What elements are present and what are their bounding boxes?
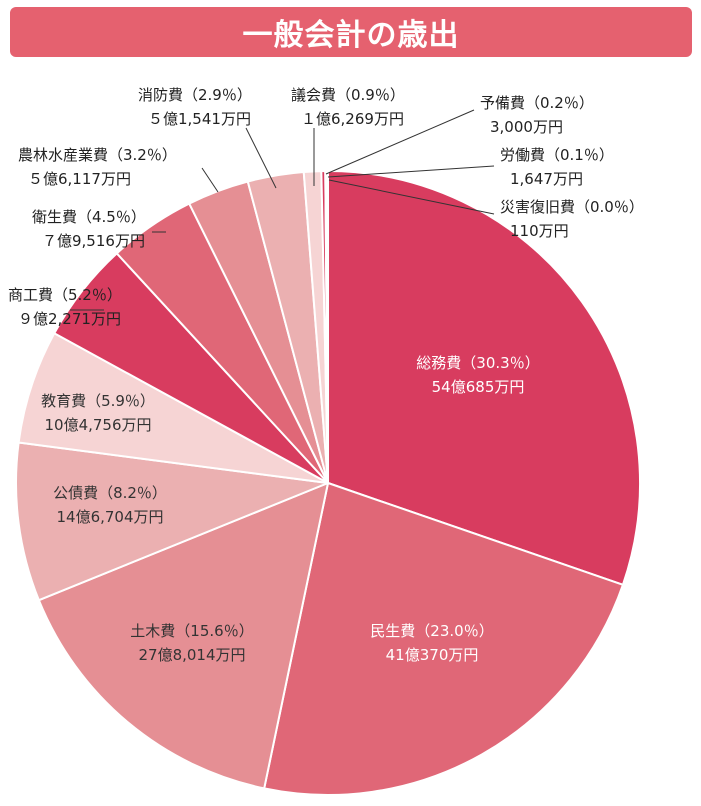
- slice-name-label-9: 消防費（2.9％）: [138, 86, 252, 104]
- slice-amount-label-10: １億6,269万円: [301, 110, 404, 128]
- pie-slice-13: [326, 169, 329, 484]
- slice-name-label-12: 労働費（0.1％）: [500, 146, 614, 164]
- pie-slice-4: [15, 441, 329, 602]
- slice-name-label-11: 予備費（0.2％）: [480, 94, 594, 112]
- pie-slice-1: [327, 170, 641, 586]
- slice-name-label-13: 災害復旧費（0.0％）: [500, 198, 644, 216]
- slice-amount-label-11: 3,000万円: [490, 118, 563, 136]
- leader-line-8: [201, 167, 219, 193]
- slice-amount-label-9: ５億1,541万円: [148, 110, 251, 128]
- slice-name-label-3: 土木費（15.6％）: [130, 622, 253, 640]
- slice-name-label-5: 教育費（5.9％）: [41, 392, 155, 410]
- slice-amount-label-12: 1,647万円: [510, 170, 583, 188]
- slice-amount-label-4: 14億6,704万円: [56, 508, 163, 526]
- slice-name-label-4: 公債費（8.2％）: [53, 484, 167, 502]
- slice-name-label-1: 総務費（30.3％）: [416, 354, 539, 372]
- leader-line-11: [325, 109, 475, 175]
- title-banner: 一般会計の歳出: [10, 7, 692, 57]
- leader-line-13: [328, 179, 495, 215]
- slice-name-label-7: 衛生費（4.5％）: [32, 208, 146, 226]
- slice-amount-label-3: 27億8,014万円: [138, 646, 245, 664]
- pie-slice-2: [263, 482, 624, 796]
- leader-line-12: [327, 165, 495, 178]
- slice-amount-label-13: 110万円: [510, 222, 569, 240]
- slice-amount-label-8: ５億6,117万円: [28, 170, 131, 188]
- slice-name-label-2: 民生費（23.0％）: [370, 622, 493, 640]
- slice-amount-label-2: 41億370万円: [386, 646, 479, 664]
- slice-name-label-10: 議会費（0.9％）: [291, 86, 405, 104]
- slice-amount-label-7: ７億9,516万円: [42, 232, 145, 250]
- slice-name-label-6: 商工費（5.2％）: [8, 286, 122, 304]
- slice-amount-label-5: 10億4,756万円: [44, 416, 151, 434]
- leader-line-9: [245, 127, 277, 189]
- slice-amount-label-6: ９億2,271万円: [18, 310, 121, 328]
- slice-name-label-8: 農林水産業費（3.2％）: [18, 146, 177, 164]
- pie-slice-3: [37, 482, 329, 790]
- chart-title: 一般会計の歳出: [242, 18, 460, 53]
- slice-amount-label-1: 54億685万円: [432, 378, 525, 396]
